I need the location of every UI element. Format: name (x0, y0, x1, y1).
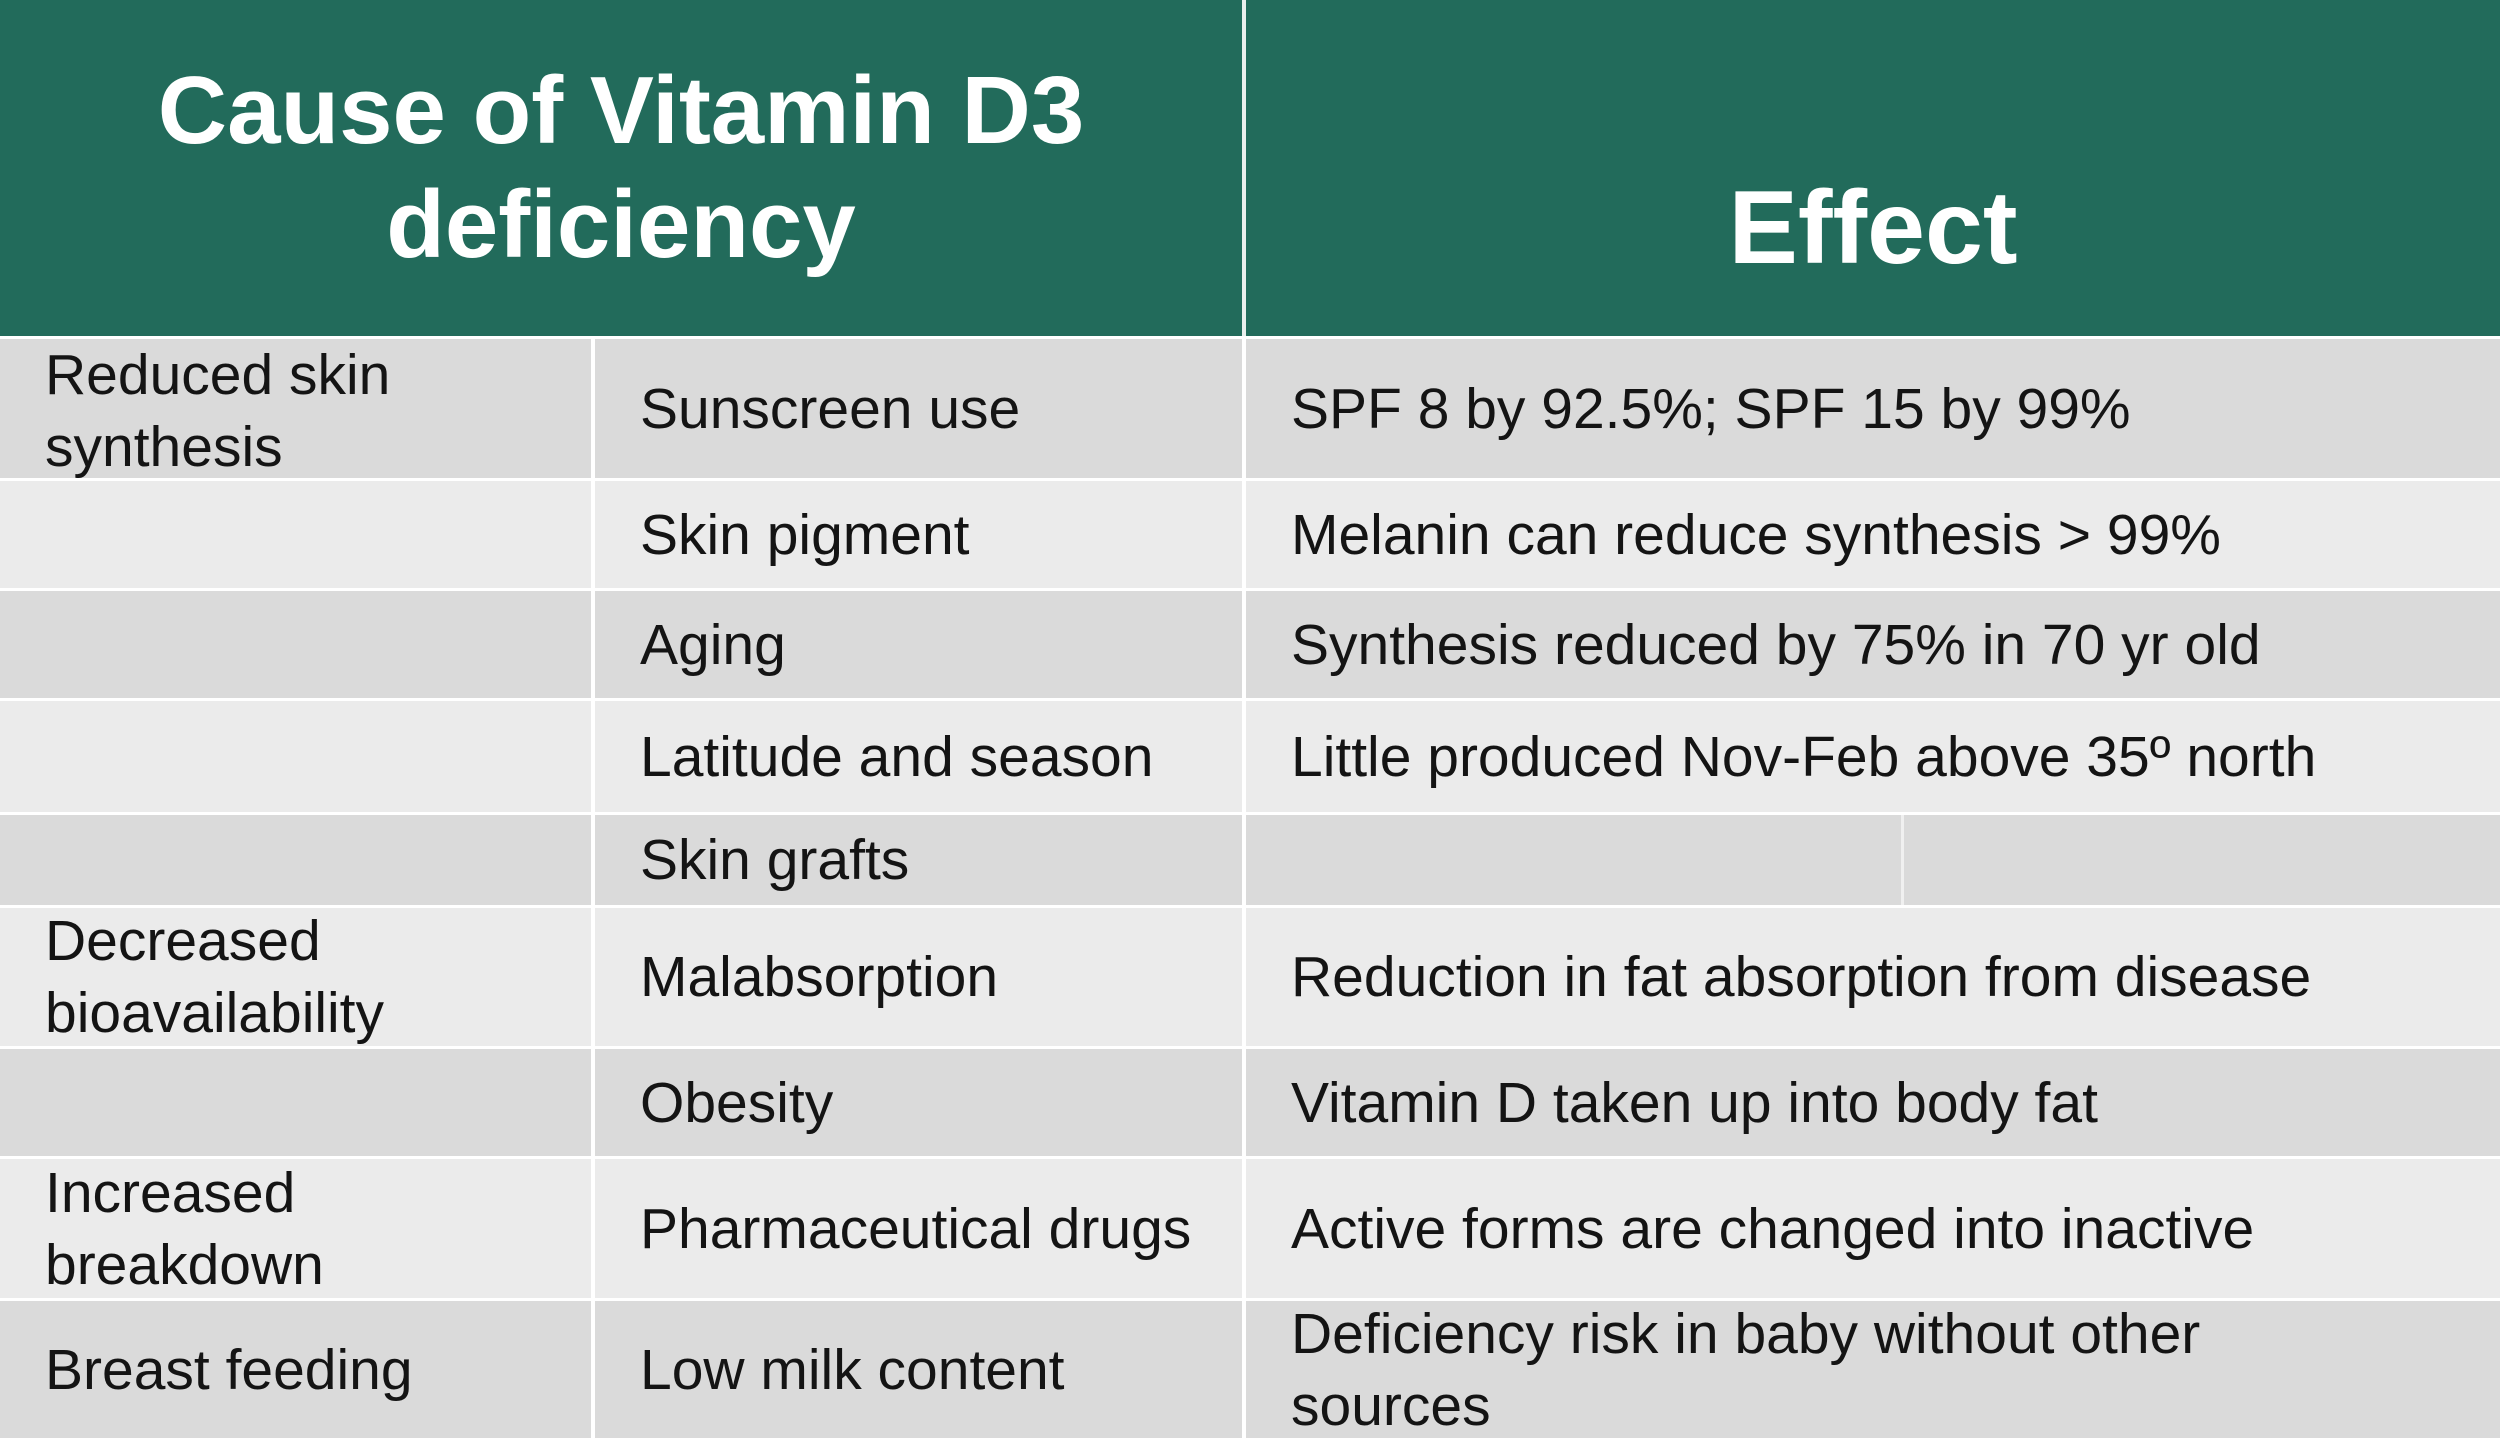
row-7-effect: Vitamin D taken up into body fat (1246, 1046, 2500, 1156)
row-3-cause: Aging (595, 588, 1246, 698)
header-effect: Effect (1246, 0, 2500, 336)
row-6-effect: Reduction in fat absorption from disease (1246, 905, 2500, 1046)
row-6-cause: Malabsorption (595, 905, 1246, 1046)
row-5-cause: Skin grafts (595, 812, 1246, 905)
row-4-cause: Latitude and season (595, 698, 1246, 812)
row-6-category: Decreased bioavailability (0, 905, 595, 1046)
row-8-cause: Pharmaceutical drugs (595, 1156, 1246, 1298)
row-1-category: Reduced skin synthesis (0, 336, 595, 479)
header-cause-line2: deficiency (386, 171, 856, 278)
row-9-effect: Deficiency risk in baby without other so… (1246, 1298, 2500, 1438)
row-5-effect (1246, 812, 2500, 905)
row-1-effect: SPF 8 by 92.5%; SPF 15 by 99% (1246, 336, 2500, 478)
header-cause: Cause of Vitamin D3 deficiency (0, 0, 1246, 336)
row-9-category: Breast feeding (0, 1298, 595, 1438)
row-2-category (0, 478, 595, 588)
row-9-cause: Low milk content (595, 1298, 1246, 1438)
row-8-category: Increased breakdown (0, 1156, 595, 1298)
row-2-cause: Skin pigment (595, 478, 1246, 588)
row-1-cause: Sunscreen use (595, 336, 1246, 478)
row-5-category (0, 812, 595, 905)
header-cause-line1: Cause of Vitamin D3 (157, 57, 1085, 164)
row-3-effect: Synthesis reduced by 75% in 70 yr old (1246, 588, 2500, 698)
row-8-effect: Active forms are changed into inactive (1246, 1156, 2500, 1298)
row-4-effect: Little produced Nov-Feb above 35º north (1246, 698, 2500, 812)
row-3-category (0, 588, 595, 698)
row-2-effect: Melanin can reduce synthesis > 99% (1246, 478, 2500, 588)
row-7-cause: Obesity (595, 1046, 1246, 1156)
row-4-category (0, 698, 595, 812)
row-7-category (0, 1046, 595, 1156)
